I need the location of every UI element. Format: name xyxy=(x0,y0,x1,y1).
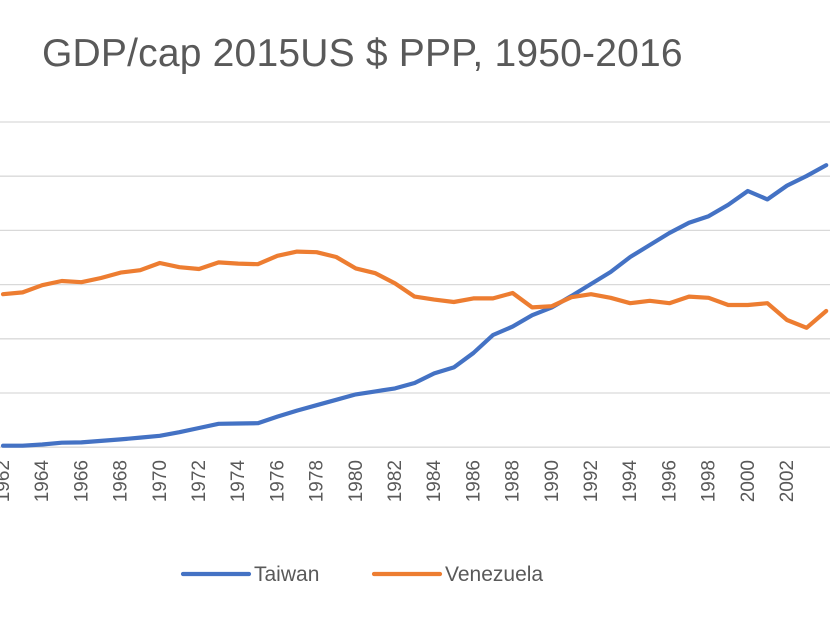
x-tick-label: 1968 xyxy=(111,460,132,502)
x-tick-label: 1986 xyxy=(463,460,484,502)
series-lines xyxy=(0,163,829,448)
x-tick-label: 2000 xyxy=(738,460,759,502)
x-tick-label: 1984 xyxy=(424,460,445,503)
x-tick-label: 1988 xyxy=(503,460,524,502)
legend-label-taiwan: Taiwan xyxy=(254,563,319,586)
x-axis-tick-labels: 1962 1964 1966 1968 1970 1972 1974 1976 1978 1980… xyxy=(0,460,798,503)
x-tick-label: 1992 xyxy=(581,460,602,502)
x-tick-label: 1962 xyxy=(0,460,14,502)
x-tick-label: 1996 xyxy=(659,460,680,502)
chart-title: GDP/cap 2015US $ PPP, 1950-2016 xyxy=(42,32,683,75)
x-tick-label: 1980 xyxy=(346,460,367,502)
x-tick-label: 1976 xyxy=(267,460,288,502)
legend: Taiwan Venezuela xyxy=(180,563,543,586)
x-tick-label: 1972 xyxy=(189,460,210,502)
x-tick-label: 1970 xyxy=(150,460,171,502)
x-tick-label: 1982 xyxy=(385,460,406,502)
x-tick-label: 2002 xyxy=(777,460,798,502)
series-line-venezuela xyxy=(0,249,829,330)
x-tick-label: 1990 xyxy=(542,460,563,502)
x-tick-label: 1966 xyxy=(71,460,92,502)
series-line-taiwan xyxy=(0,163,829,448)
gridlines xyxy=(0,121,830,448)
x-tick-label: 1964 xyxy=(32,460,53,503)
legend-label-venezuela: Venezuela xyxy=(445,563,543,586)
x-tick-label: 1998 xyxy=(699,460,720,502)
x-tick-label: 1974 xyxy=(228,460,249,503)
x-tick-label: 1994 xyxy=(620,460,641,503)
x-tick-label: 1978 xyxy=(307,460,328,502)
